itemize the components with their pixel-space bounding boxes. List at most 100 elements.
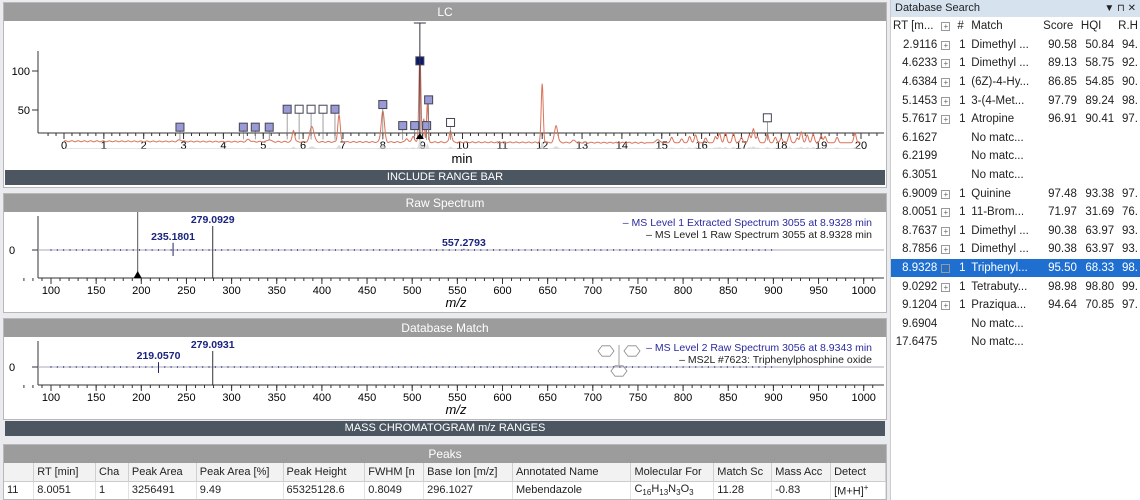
column-header[interactable]: Match (971, 20, 1003, 33)
table-cell: + (939, 203, 955, 222)
table-cell: 98.80 (1085, 280, 1115, 293)
column-header[interactable]: FWHM [n (364, 463, 425, 481)
expand-icon[interactable]: + (941, 226, 951, 236)
column-header[interactable]: + (939, 17, 955, 36)
peak-marker[interactable] (410, 121, 420, 131)
expand-icon[interactable]: + (941, 282, 951, 292)
peak-marker[interactable] (378, 100, 388, 110)
table-cell: 1 (959, 224, 966, 237)
table-cell: 6.1627 (902, 131, 938, 144)
expand-all-icon[interactable]: + (941, 22, 951, 32)
mass-chromatogram-ranges-bar[interactable]: MASS CHROMATOGRAM m/z RANGES (5, 421, 885, 436)
expand-icon[interactable]: + (941, 59, 951, 69)
peak-marker[interactable] (424, 95, 434, 105)
x-tick-label: 200 (132, 392, 150, 404)
list-item[interactable]: 8.9328 +1 Triphenyl... 95.50 68.33 98. (891, 258, 1140, 278)
peak-marker[interactable] (250, 122, 260, 132)
list-item[interactable]: 5.1453 +1 3-(4-Met... 97.79 89.24 98. (891, 91, 1140, 110)
expand-icon[interactable]: + (941, 208, 951, 218)
table-cell: + (939, 36, 955, 55)
column-header[interactable]: Peak Height (283, 463, 366, 481)
x-tick-label: 300 (222, 392, 240, 404)
database-match-chart[interactable]: 0 100 150 200 250 300 350 400 450 500 550 600 650 700… (4, 337, 886, 419)
column-header[interactable]: Peak Area (128, 463, 197, 481)
list-item[interactable]: 4.6233 +1 Dimethyl ... 89.13 58.75 92. (891, 54, 1140, 73)
lc-panel: LC 5010001234567891011121314151617181920… (3, 2, 887, 188)
column-header[interactable]: # (957, 20, 964, 33)
table-cell: 65325128.6 (283, 480, 366, 499)
expand-icon[interactable]: + (941, 40, 951, 50)
table-cell: 90.41 (1085, 113, 1115, 126)
x-tick-label: 150 (87, 392, 105, 404)
list-item[interactable]: 8.7856 +1 Dimethyl ... 90.38 63.97 93. (891, 240, 1140, 259)
table-cell: 1 (959, 187, 966, 200)
peak-marker[interactable] (264, 122, 274, 132)
phenyl-ring (610, 365, 628, 377)
peak-marker[interactable] (398, 121, 408, 131)
column-header[interactable]: HQI (1080, 20, 1102, 33)
column-header[interactable]: R.H (1118, 20, 1138, 33)
list-item[interactable]: 9.1204 +1 Praziqua... 94.64 70.85 97. (891, 296, 1140, 315)
column-header[interactable] (4, 463, 35, 481)
legend-entry: – MS Level 2 Raw Spectrum 3056 at 8.9343… (646, 342, 872, 354)
column-header[interactable]: RT [m... (893, 20, 934, 33)
list-item[interactable]: 6.3051 No matc... (891, 166, 1140, 185)
table-cell (939, 129, 955, 148)
column-header[interactable]: Detect (830, 463, 886, 481)
include-range-bar[interactable]: INCLUDE RANGE BAR (5, 170, 885, 185)
column-header[interactable]: Cha (95, 463, 129, 481)
peak-marker[interactable] (762, 113, 772, 123)
column-header[interactable]: Base Ion [m/z] (423, 463, 513, 481)
peak-marker[interactable] (330, 104, 340, 114)
table-cell: 94.64 (1048, 299, 1077, 312)
table-cell (939, 147, 955, 166)
column-header[interactable]: RT [min] (33, 463, 97, 481)
close-icon[interactable]: ✕ (1127, 3, 1136, 14)
peak-marker[interactable] (238, 122, 248, 132)
column-header[interactable]: Peak Area [%] (196, 463, 284, 481)
x-axis-label: m/z (446, 402, 467, 417)
peak-marker[interactable] (318, 104, 328, 114)
list-item[interactable]: 9.6904 No matc... (891, 315, 1140, 334)
x-tick-label: 450 (358, 392, 376, 404)
x-tick-label: 5 (260, 140, 266, 152)
peak-marker[interactable] (294, 104, 304, 114)
table-row[interactable]: 11 8.0051 1 3256491 9.49 65325128.6 0.8049 296.… (4, 480, 886, 499)
expand-icon[interactable]: + (941, 189, 951, 199)
list-item[interactable]: 6.9009 +1 Quinine 97.48 93.38 97. (891, 184, 1140, 203)
dropdown-icon[interactable]: ▼ (1104, 3, 1115, 14)
column-header[interactable]: Annotated Name (512, 463, 632, 481)
list-item[interactable]: 8.0051 +1 11-Brom... 71.97 31.69 76. (891, 203, 1140, 222)
table-cell: 94. (1122, 38, 1138, 51)
expand-icon[interactable]: + (941, 245, 951, 255)
expand-icon[interactable]: + (941, 96, 951, 106)
raw-spectrum-chart[interactable]: 0 100 150 200 250 300 350 400 450 500 550 600 650 700… (4, 212, 886, 312)
list-item[interactable]: 4.6384 +1 (6Z)-4-Hy... 86.85 54.85 90. (891, 73, 1140, 92)
database-search-table: RT [m... + # Match Score HQI R.H 2.9116 +1 Dimet… (891, 17, 1140, 352)
list-item[interactable]: 17.6475 No matc... (891, 333, 1140, 352)
structure-image (597, 345, 641, 377)
lc-chromatogram[interactable]: 5010001234567891011121314151617181920min (4, 21, 886, 171)
expand-icon[interactable]: + (941, 78, 951, 88)
list-item[interactable]: 8.7637 +1 Dimethyl ... 90.38 63.97 93. (891, 222, 1140, 241)
expand-icon[interactable]: + (941, 301, 951, 311)
list-item[interactable]: 6.1627 No matc... (891, 129, 1140, 148)
column-header[interactable]: Score (1043, 20, 1074, 33)
column-header[interactable]: Mass Acc (771, 463, 832, 481)
peak-marker[interactable] (282, 104, 292, 114)
column-header[interactable]: Molecular For (630, 463, 715, 481)
peak-marker[interactable] (306, 104, 316, 114)
peak-marker[interactable] (175, 122, 185, 132)
peak-marker[interactable] (422, 121, 432, 131)
list-item[interactable]: 9.0292 +1 Tetrabuty... 98.98 98.80 99. (891, 277, 1140, 296)
table-cell (1079, 147, 1116, 166)
x-tick-label: 900 (764, 285, 782, 297)
list-item[interactable]: 5.7617 +1 Atropine 96.91 90.41 97. (891, 110, 1140, 129)
column-header[interactable]: Match Sc (713, 463, 773, 481)
peak-marker[interactable] (446, 117, 456, 127)
expand-icon[interactable]: + (941, 115, 951, 125)
expand-icon[interactable]: + (941, 264, 951, 274)
pin-icon[interactable]: ⊓ (1117, 3, 1125, 14)
list-item[interactable]: 2.9116 +1 Dimethyl ... 90.58 50.84 94. (891, 36, 1140, 55)
list-item[interactable]: 6.2199 No matc... (891, 147, 1140, 166)
